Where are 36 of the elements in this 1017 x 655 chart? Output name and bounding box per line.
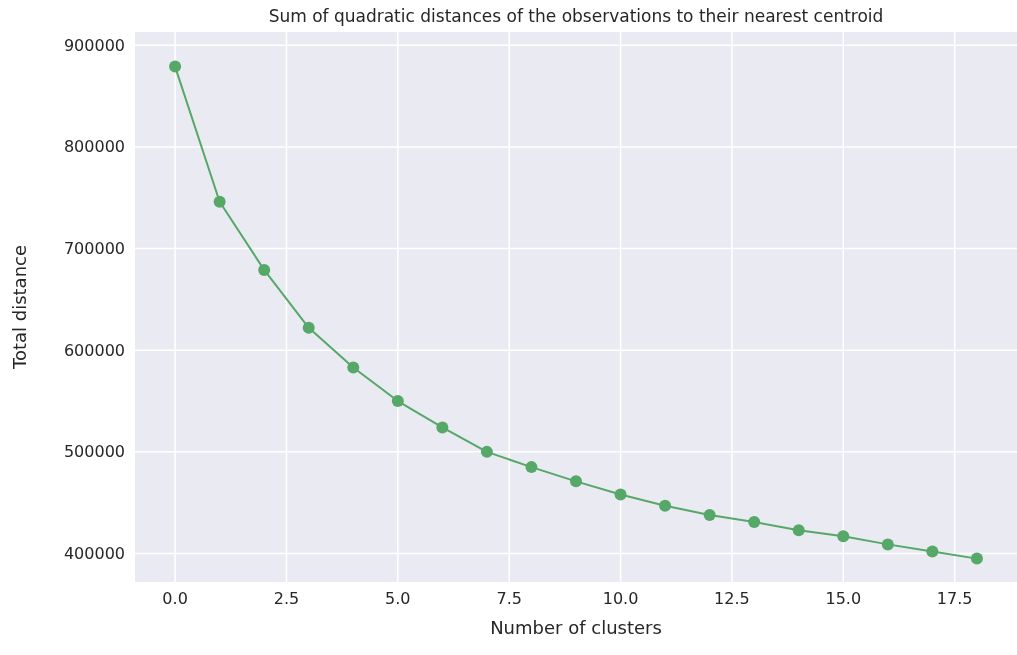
y-tick-label: 900000 <box>63 35 125 55</box>
x-tick-label: 5.0 <box>385 589 411 608</box>
x-tick-label: 7.5 <box>496 589 522 608</box>
x-axis-title: Number of clusters <box>490 617 662 638</box>
point <box>659 499 672 512</box>
point <box>570 475 582 488</box>
chart-title: Sum of quadratic distances of the observations to their nearest centroid <box>268 6 884 26</box>
x-tick-label: 2.5 <box>273 589 300 608</box>
point <box>881 538 894 551</box>
point <box>480 445 493 458</box>
point <box>525 461 538 474</box>
point <box>258 263 271 276</box>
point <box>926 545 939 558</box>
x-tick-label: 12.5 <box>714 589 750 608</box>
point <box>436 421 449 434</box>
point <box>748 516 761 529</box>
y-tick-label: 700000 <box>63 239 125 259</box>
x-tick-label: 15.0 <box>825 589 862 608</box>
y-tick-label: 400000 <box>63 544 125 564</box>
y-tick-label: 800000 <box>63 137 125 157</box>
point <box>391 395 404 408</box>
point <box>347 361 360 374</box>
point <box>792 524 805 537</box>
y-tick-label: 600000 <box>63 340 125 360</box>
x-tick-label: 0.0 <box>162 589 188 608</box>
point <box>703 508 716 521</box>
y-tick-label: 500000 <box>63 442 125 462</box>
point <box>837 530 850 543</box>
point <box>970 552 983 565</box>
point <box>614 488 627 501</box>
point <box>169 60 182 73</box>
x-tick-label: 17.5 <box>936 589 973 608</box>
point <box>213 195 226 208</box>
point <box>302 321 315 334</box>
x-tick-label: 10.0 <box>602 589 639 608</box>
y-axis-title: Total distance <box>9 244 30 371</box>
